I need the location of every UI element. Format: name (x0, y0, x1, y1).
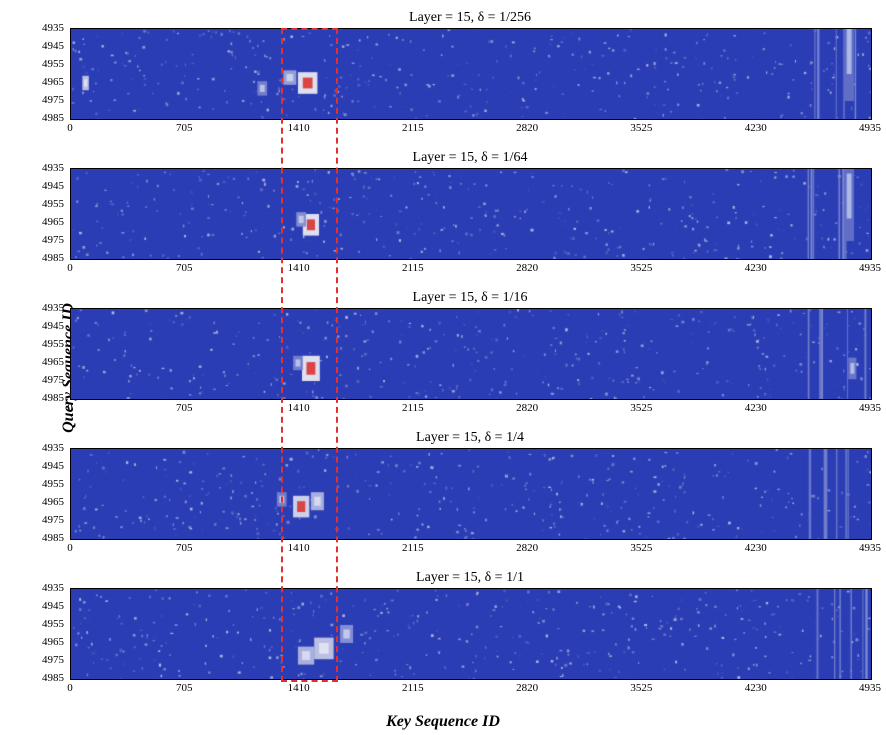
y-tick-label: 4935 (42, 162, 64, 174)
heatmap (70, 28, 872, 120)
y-tick-label: 4965 (42, 216, 64, 228)
x-tick-label: 705 (176, 682, 193, 694)
panel-4: Layer = 15, δ = 1/1493549454955496549754… (70, 570, 870, 710)
x-tick-label: 0 (67, 122, 73, 134)
x-tick-label: 4935 (859, 402, 881, 414)
figure: Query Sequence ID Key Sequence ID Layer … (0, 0, 886, 735)
x-ticks: 0705141021152820352542304935 (70, 678, 870, 698)
panel-0: Layer = 15, δ = 1/2564935494549554965497… (70, 10, 870, 150)
y-tick-label: 4945 (42, 40, 64, 52)
panel-title: Layer = 15, δ = 1/64 (413, 150, 528, 166)
y-tick-label: 4975 (42, 374, 64, 386)
panels-container: Layer = 15, δ = 1/2564935494549554965497… (70, 10, 870, 710)
x-tick-label: 4230 (745, 402, 767, 414)
y-tick-label: 4955 (42, 338, 64, 350)
y-tick-label: 4945 (42, 180, 64, 192)
x-tick-label: 0 (67, 542, 73, 554)
panel-1: Layer = 15, δ = 1/6449354945495549654975… (70, 150, 870, 290)
heatmap (70, 588, 872, 680)
y-tick-label: 4975 (42, 514, 64, 526)
panel-title: Layer = 15, δ = 1/256 (409, 10, 531, 26)
y-tick-label: 4955 (42, 58, 64, 70)
x-ticks: 0705141021152820352542304935 (70, 538, 870, 558)
y-tick-label: 4945 (42, 460, 64, 472)
y-tick-label: 4965 (42, 356, 64, 368)
x-tick-label: 0 (67, 682, 73, 694)
x-tick-label: 1410 (288, 682, 310, 694)
x-tick-label: 4935 (859, 122, 881, 134)
x-tick-label: 2115 (402, 682, 424, 694)
x-tick-label: 705 (176, 542, 193, 554)
x-tick-label: 4935 (859, 682, 881, 694)
x-tick-label: 2820 (516, 542, 538, 554)
x-tick-label: 3525 (630, 542, 652, 554)
y-tick-label: 4985 (42, 532, 64, 544)
x-tick-label: 4935 (859, 262, 881, 274)
x-ticks: 0705141021152820352542304935 (70, 258, 870, 278)
y-tick-label: 4975 (42, 654, 64, 666)
x-tick-label: 3525 (630, 402, 652, 414)
y-tick-label: 4965 (42, 76, 64, 88)
y-tick-label: 4945 (42, 320, 64, 332)
panel-title: Layer = 15, δ = 1/16 (413, 290, 528, 306)
x-tick-label: 1410 (288, 402, 310, 414)
x-axis-label: Key Sequence ID (386, 713, 500, 731)
y-tick-label: 4985 (42, 672, 64, 684)
y-tick-label: 4935 (42, 442, 64, 454)
x-tick-label: 2820 (516, 682, 538, 694)
panel-3: Layer = 15, δ = 1/4493549454955496549754… (70, 430, 870, 570)
x-tick-label: 2820 (516, 122, 538, 134)
x-tick-label: 1410 (288, 262, 310, 274)
x-ticks: 0705141021152820352542304935 (70, 118, 870, 138)
y-tick-label: 4955 (42, 198, 64, 210)
y-tick-label: 4985 (42, 252, 64, 264)
x-tick-label: 4230 (745, 262, 767, 274)
heatmap (70, 448, 872, 540)
y-tick-label: 4955 (42, 618, 64, 630)
x-tick-label: 4230 (745, 122, 767, 134)
heatmap (70, 308, 872, 400)
x-tick-label: 0 (67, 262, 73, 274)
x-tick-label: 3525 (630, 682, 652, 694)
y-tick-label: 4985 (42, 392, 64, 404)
x-tick-label: 705 (176, 122, 193, 134)
y-tick-label: 4975 (42, 94, 64, 106)
y-tick-label: 4955 (42, 478, 64, 490)
heatmap (70, 168, 872, 260)
x-tick-label: 2820 (516, 262, 538, 274)
x-tick-label: 3525 (630, 122, 652, 134)
y-tick-label: 4935 (42, 302, 64, 314)
x-tick-label: 3525 (630, 262, 652, 274)
x-ticks: 0705141021152820352542304935 (70, 398, 870, 418)
x-tick-label: 4230 (745, 682, 767, 694)
y-tick-label: 4975 (42, 234, 64, 246)
x-tick-label: 2820 (516, 402, 538, 414)
x-tick-label: 2115 (402, 542, 424, 554)
x-tick-label: 1410 (288, 542, 310, 554)
x-tick-label: 0 (67, 402, 73, 414)
x-tick-label: 705 (176, 262, 193, 274)
y-tick-label: 4935 (42, 22, 64, 34)
x-tick-label: 705 (176, 402, 193, 414)
y-tick-label: 4965 (42, 496, 64, 508)
x-tick-label: 4935 (859, 542, 881, 554)
panel-title: Layer = 15, δ = 1/1 (416, 570, 524, 586)
y-tick-label: 4935 (42, 582, 64, 594)
panel-title: Layer = 15, δ = 1/4 (416, 430, 524, 446)
x-tick-label: 1410 (288, 122, 310, 134)
y-tick-label: 4985 (42, 112, 64, 124)
x-tick-label: 4230 (745, 542, 767, 554)
x-tick-label: 2115 (402, 262, 424, 274)
panel-2: Layer = 15, δ = 1/1649354945495549654975… (70, 290, 870, 430)
x-tick-label: 2115 (402, 122, 424, 134)
y-tick-label: 4945 (42, 600, 64, 612)
x-tick-label: 2115 (402, 402, 424, 414)
y-tick-label: 4965 (42, 636, 64, 648)
